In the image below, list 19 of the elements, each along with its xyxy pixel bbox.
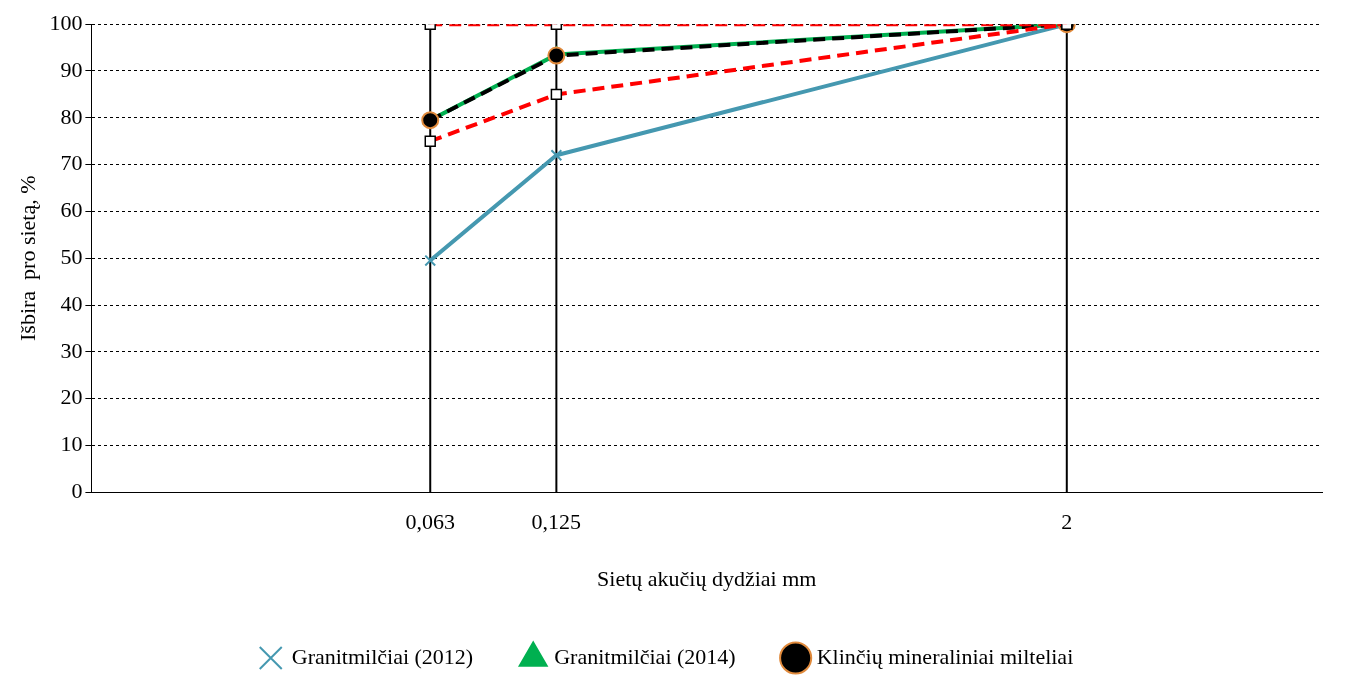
y-tick-label: 40 xyxy=(60,290,83,316)
y-tick-label: 80 xyxy=(60,103,83,129)
y-tick-label: 100 xyxy=(49,9,83,35)
y-tick-label: 20 xyxy=(60,384,83,410)
y-tick-label: 60 xyxy=(60,197,83,223)
x-tick-label: 2 xyxy=(1061,509,1073,535)
y-tick-label: 0 xyxy=(71,477,83,503)
legend-label: Granitmilčiai (2014) xyxy=(554,643,736,669)
y-tick-label: 10 xyxy=(60,431,83,457)
x-tick-label: 0,125 xyxy=(531,509,582,535)
legend-label: Granitmilčiai (2012) xyxy=(291,643,474,669)
y-tick-label: 70 xyxy=(60,150,83,176)
y-tick-label: 90 xyxy=(60,56,83,82)
legend-label: Klinčių mineraliniai milteliai xyxy=(816,643,1074,669)
text: 0,063 xyxy=(405,509,455,535)
y-tick-label: 30 xyxy=(60,337,83,363)
x-axis-title: Sietų akučių dydžiai mm xyxy=(597,565,817,591)
y-axis-title: Išbira pro sietą, % xyxy=(14,175,40,341)
y-tick-label: 50 xyxy=(60,243,83,269)
